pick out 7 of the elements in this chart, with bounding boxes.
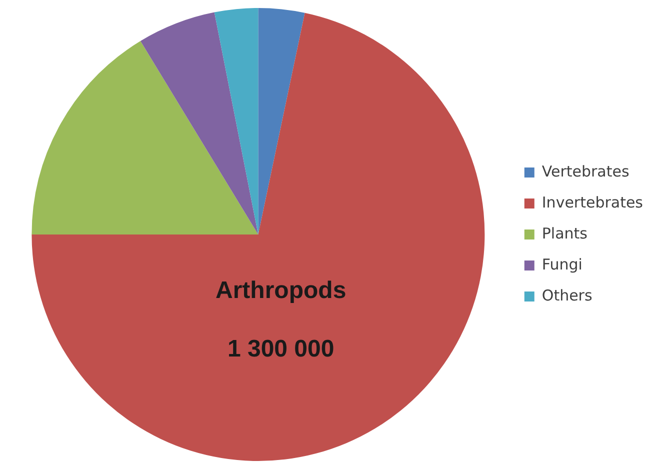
text: 1 300 000 (227, 336, 334, 363)
legend-label: Fungi (542, 255, 582, 274)
legend-label: Invertebrates (542, 193, 644, 212)
text: Arthropods (216, 276, 346, 304)
legend-label: Vertebrates (542, 162, 630, 180)
legend-label: Plants (542, 224, 588, 242)
legend-label: Others (542, 286, 592, 304)
